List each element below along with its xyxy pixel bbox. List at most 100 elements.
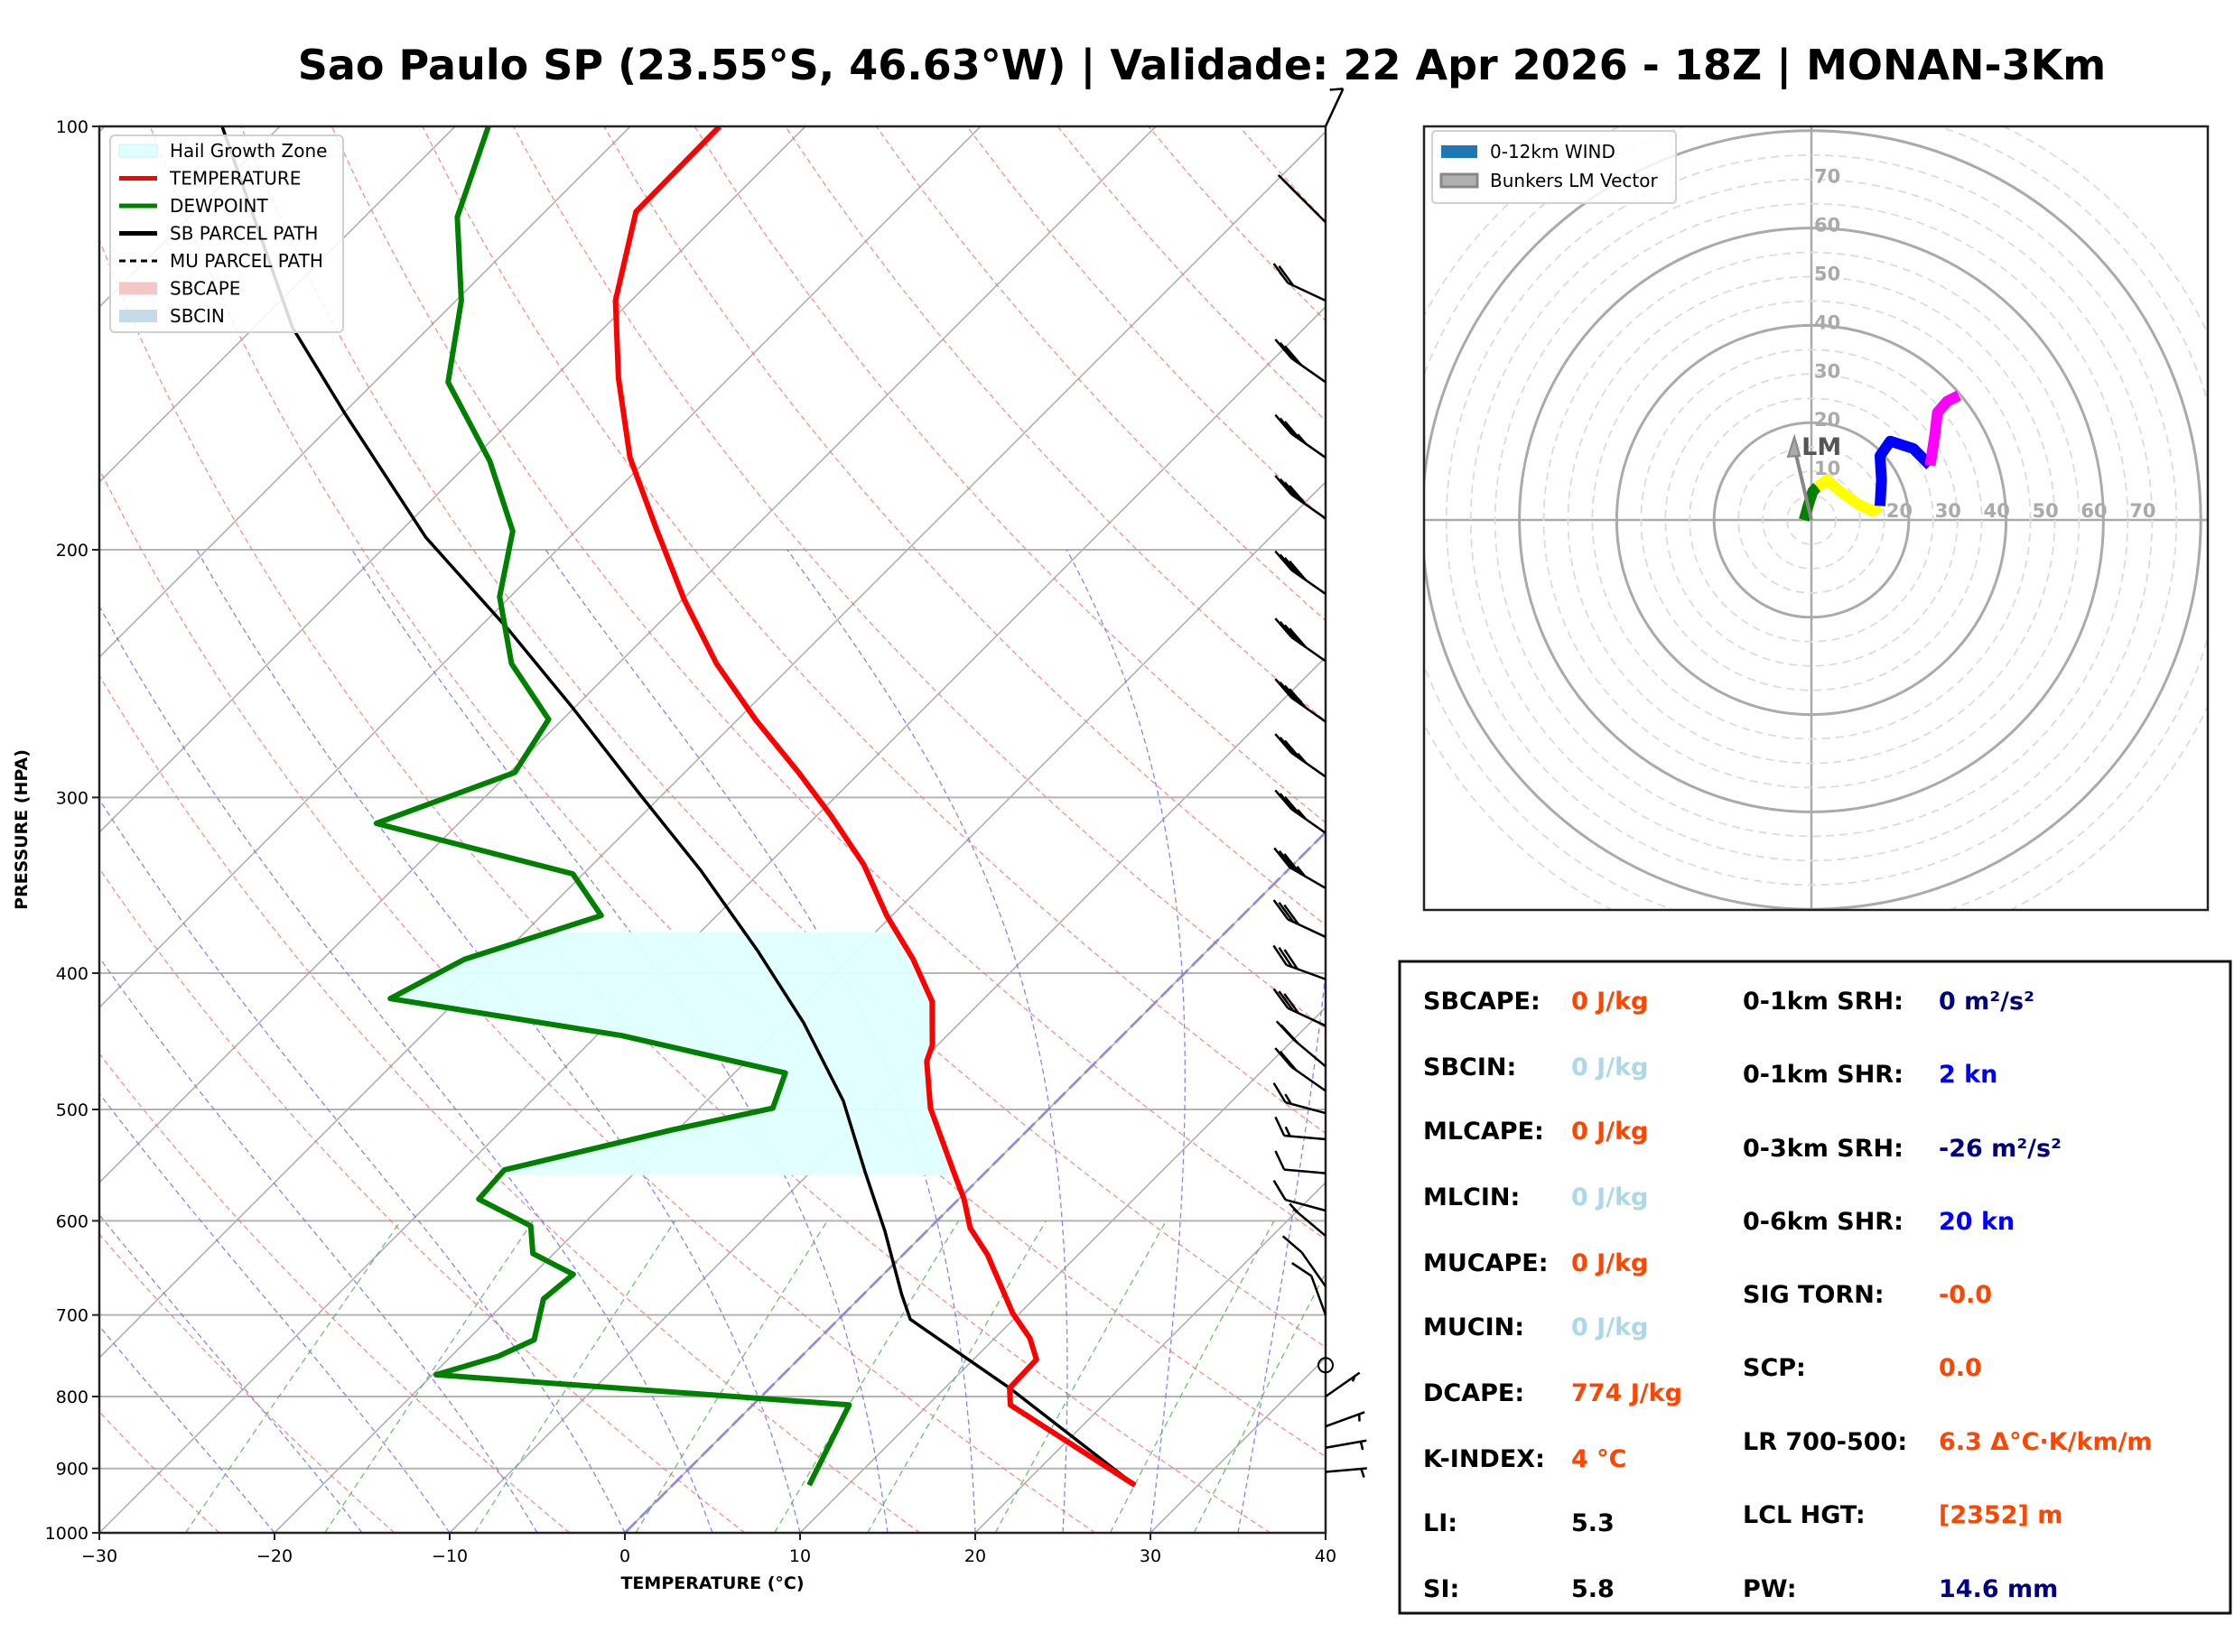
wind-barb-staff [1300, 1251, 1327, 1287]
hodo-ring-label: 60 [2080, 500, 2107, 522]
dewpoint-line [373, 126, 852, 1487]
wind-barb [1325, 1439, 1367, 1451]
x-tick-label: −20 [256, 1546, 293, 1566]
wind-barb-flag [1283, 624, 1302, 645]
mixing-ratio-line [867, 1220, 1047, 1533]
wind-barb-half [1284, 1093, 1292, 1105]
wind-barb-flag [1281, 1235, 1303, 1254]
x-tick-label: −10 [432, 1546, 468, 1566]
wind-barb-flag [1272, 944, 1288, 966]
x-tick-label: 40 [1315, 1546, 1336, 1566]
hodo-legend-swatch [1441, 145, 1477, 158]
wind-barb [1274, 678, 1326, 723]
y-tick-label: 800 [56, 1387, 88, 1407]
wind-barb-flag [1274, 550, 1293, 571]
stat-value: 5.3 [1571, 1509, 1615, 1537]
dry-adiabat-line [149, 126, 1326, 1458]
stat-value: 0 J/kg [1571, 1313, 1648, 1341]
mixing-ratio-line [324, 1220, 534, 1533]
wind-barb [1274, 1047, 1326, 1092]
wind-barb [1272, 944, 1326, 980]
legend-label: SBCIN [170, 305, 225, 327]
hodo-segment-3-6km [1875, 435, 1934, 506]
wind-barb-flag [1283, 684, 1302, 706]
wind-barb [1272, 1082, 1326, 1115]
wind-barb [1272, 899, 1326, 939]
wind-barb [1274, 475, 1326, 520]
wind-barb [1274, 733, 1326, 778]
hodo-legend-box [1431, 130, 1677, 204]
wind-barb-flag [1283, 853, 1301, 874]
stat-value: 0 J/kg [1571, 1183, 1648, 1211]
figure-title: Sao Paulo SP (23.55°S, 46.63°W) | Valida… [298, 41, 2106, 90]
moist-adiabat-line [99, 956, 538, 1533]
hodo-ring [1469, 178, 2154, 862]
stat-value: 0 J/kg [1571, 1053, 1648, 1081]
hodo-legend-label: 0-12km WIND [1490, 141, 1615, 162]
stat-value: 14.6 mm [1939, 1575, 2058, 1603]
mixing-ratio-line [774, 1220, 959, 1533]
wind-barb-flag [1274, 1047, 1293, 1068]
dry-adiabat-line [99, 1053, 571, 1533]
sb-parcel-path-line [220, 126, 1136, 1487]
stat-label: LR 700-500: [1743, 1428, 1907, 1456]
dry-adiabat-line [99, 867, 746, 1533]
wind-barb-flag [1283, 739, 1302, 761]
hodo-ring [1640, 348, 1983, 691]
hodo-ring-label: 20 [1814, 409, 1840, 431]
freezing-isotherm-line [623, 830, 1326, 1533]
hodo-ring-label: 60 [1814, 215, 1840, 237]
wind-barb-flag [1283, 421, 1302, 441]
legend-label: MU PARCEL PATH [170, 250, 323, 272]
stat-value: -0.0 [1939, 1281, 1992, 1309]
wind-barb-staff [1286, 963, 1326, 980]
moist-adiabat-line [351, 549, 889, 1533]
mixing-ratio-line [1109, 1220, 1275, 1533]
wind-barb-half [1297, 752, 1308, 764]
mixing-ratio-line [1193, 1271, 1326, 1533]
hodo-legend-label: Bunkers LM Vector [1490, 170, 1659, 191]
wind-barb [1273, 847, 1326, 889]
wind-barb-staff [1292, 1208, 1326, 1238]
dry-adiabat-line [99, 237, 1271, 1533]
wind-barb-flag [1274, 678, 1293, 699]
x-tick-label: −30 [81, 1546, 117, 1566]
hodo-ring-label: 40 [1814, 311, 1840, 333]
wind-barb-flag [1279, 681, 1298, 702]
hodo-ring-label: 50 [1814, 264, 1840, 285]
stat-label: PW: [1743, 1575, 1797, 1603]
hodo-ring-label: 50 [2033, 500, 2059, 522]
stat-label: K-INDEX: [1423, 1445, 1545, 1473]
wind-barb-flag [1283, 904, 1299, 925]
skew-t-frame [98, 125, 1327, 1535]
hodo-ring [1445, 153, 2178, 886]
hodo-segment-1-3km [1814, 474, 1884, 517]
y-tick-label: 400 [56, 964, 88, 984]
dry-adiabat-line [99, 1410, 220, 1533]
hodo-ring-label: 30 [1814, 360, 1840, 382]
moist-adiabat-line [787, 549, 1068, 1533]
hodo-ring [1712, 421, 1911, 619]
wind-barb [1275, 1020, 1326, 1068]
hodo-ring-label: 30 [1935, 500, 1961, 522]
moist-adiabat-line [99, 1213, 363, 1533]
stat-value: 0.0 [1939, 1354, 1982, 1382]
isotherm-line [99, 126, 982, 1009]
dry-adiabat-line [693, 126, 1326, 824]
wind-barb [1274, 617, 1326, 663]
legend-label: TEMPERATURE [169, 168, 301, 190]
isotherm-line [274, 480, 1326, 1533]
wind-barb [1325, 1371, 1361, 1398]
stat-label: MLCAPE: [1423, 1118, 1544, 1146]
stat-label: 0-6km SHR: [1743, 1208, 1904, 1236]
stat-label: MLCIN: [1423, 1183, 1520, 1211]
hodograph-frame [1422, 125, 2210, 912]
wind-barb [1291, 1262, 1327, 1316]
x-axis-label: TEMPERATURE (°C) [620, 1573, 804, 1593]
moist-adiabat-line [1066, 549, 1186, 1533]
isotherm-line [99, 305, 1326, 1533]
hodo-ring [1542, 251, 2080, 789]
wind-barb-flag [1278, 901, 1295, 923]
